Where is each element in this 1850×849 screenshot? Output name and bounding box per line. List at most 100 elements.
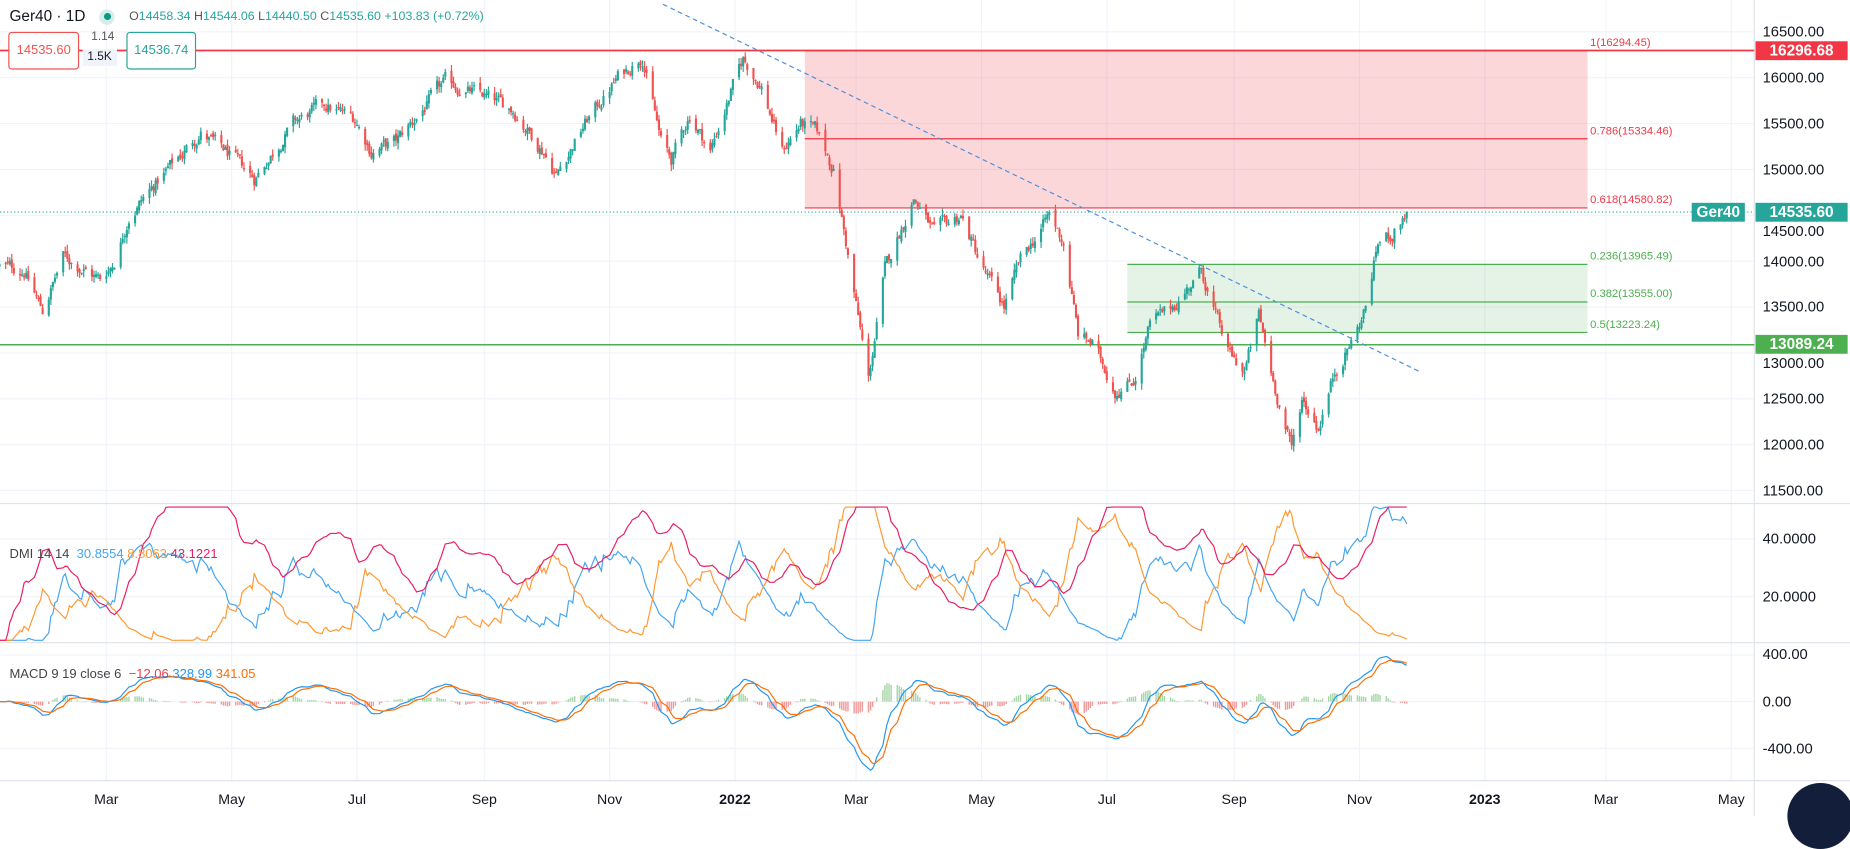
candle xyxy=(466,86,469,92)
candle xyxy=(1278,405,1281,408)
candle xyxy=(1142,347,1145,353)
candle xyxy=(918,207,921,210)
dmi-legend[interactable]: DMI 14 14 30.8554 8.8063 43.1221 xyxy=(9,547,218,562)
candle xyxy=(47,299,50,316)
candle xyxy=(191,143,194,147)
candle xyxy=(904,225,907,233)
candle xyxy=(853,254,856,293)
sell-button[interactable]: 14535.60 xyxy=(8,31,80,70)
candle xyxy=(1276,393,1279,405)
candle xyxy=(464,92,467,95)
candle xyxy=(236,153,239,155)
candle xyxy=(875,321,878,339)
candle xyxy=(1231,346,1234,357)
candle xyxy=(553,172,556,174)
candle xyxy=(538,148,541,155)
candle xyxy=(1097,340,1100,349)
candle xyxy=(53,277,57,282)
candle xyxy=(242,168,246,170)
candle xyxy=(1341,366,1345,375)
candle xyxy=(900,229,903,242)
candle xyxy=(234,150,237,153)
candle xyxy=(859,312,862,328)
candle xyxy=(1146,326,1149,339)
candle xyxy=(976,253,979,258)
candle xyxy=(1076,315,1080,337)
candle xyxy=(107,271,110,275)
candle xyxy=(23,275,26,278)
candle xyxy=(166,166,170,169)
fib-level-label: 1(16294.45) xyxy=(1590,36,1651,50)
candle xyxy=(799,118,802,128)
candle xyxy=(1187,289,1191,291)
candle xyxy=(1358,327,1361,329)
candle xyxy=(783,148,786,150)
symbol-badge: Ger40 xyxy=(1691,202,1745,222)
candle xyxy=(1286,426,1289,431)
candle xyxy=(183,150,186,159)
candle xyxy=(598,105,601,108)
line-price-badge: 16296.68 xyxy=(1755,41,1848,60)
candle xyxy=(1290,434,1293,445)
candle xyxy=(148,189,151,198)
candle xyxy=(1157,312,1160,316)
candle xyxy=(1245,362,1248,371)
candle xyxy=(1171,307,1174,311)
candle xyxy=(612,82,615,84)
candle xyxy=(1068,244,1071,287)
candle xyxy=(399,131,402,137)
candle xyxy=(1284,408,1287,430)
candle xyxy=(912,199,915,205)
candle xyxy=(616,71,619,80)
candle xyxy=(109,268,112,272)
candle xyxy=(766,85,769,109)
candle xyxy=(602,96,605,106)
candle xyxy=(1401,218,1404,225)
candle xyxy=(205,133,209,140)
candle xyxy=(1307,409,1310,415)
candle xyxy=(555,171,558,173)
quantity-field[interactable]: 1.5K xyxy=(82,49,117,67)
candle xyxy=(438,81,441,87)
candle xyxy=(528,127,531,131)
candle xyxy=(1140,353,1143,384)
symbol-title[interactable]: Ger40 · 1D xyxy=(9,7,86,25)
time-tick-label: Sep xyxy=(1221,791,1247,808)
price-tick-label: 14000.00 xyxy=(1762,252,1825,270)
candle xyxy=(1198,267,1201,279)
candle xyxy=(672,152,675,165)
candle xyxy=(742,57,745,67)
candle xyxy=(970,236,973,241)
candle xyxy=(1070,287,1073,295)
candle xyxy=(197,139,200,145)
candle xyxy=(756,81,759,89)
macd-hist-value: −12.06 xyxy=(128,667,169,682)
candle xyxy=(64,251,67,253)
candle xyxy=(988,273,991,275)
candle xyxy=(1099,346,1102,359)
candle xyxy=(429,90,432,94)
candle xyxy=(0,263,1,267)
candle xyxy=(207,136,211,140)
buy-button[interactable]: 14536.74 xyxy=(126,31,197,70)
candle xyxy=(1046,214,1049,220)
candle xyxy=(927,213,930,223)
price-tick-label: 13500.00 xyxy=(1762,298,1825,316)
candle xyxy=(407,124,410,137)
macd-legend[interactable]: MACD 9 19 close 6 −12.06 328.99 341.05 xyxy=(9,667,256,682)
candle xyxy=(271,154,274,157)
candle xyxy=(458,94,461,97)
candle xyxy=(253,175,256,185)
candle xyxy=(674,142,677,155)
minus-di-line xyxy=(0,506,1408,641)
candle xyxy=(78,269,81,273)
chart-canvas[interactable] xyxy=(0,0,1850,817)
candle xyxy=(551,158,554,174)
candle xyxy=(569,149,572,159)
candle xyxy=(811,122,815,124)
candle xyxy=(300,114,303,117)
candle xyxy=(846,248,850,255)
candle xyxy=(1255,318,1258,346)
candle xyxy=(195,145,198,149)
candle xyxy=(1085,332,1088,339)
